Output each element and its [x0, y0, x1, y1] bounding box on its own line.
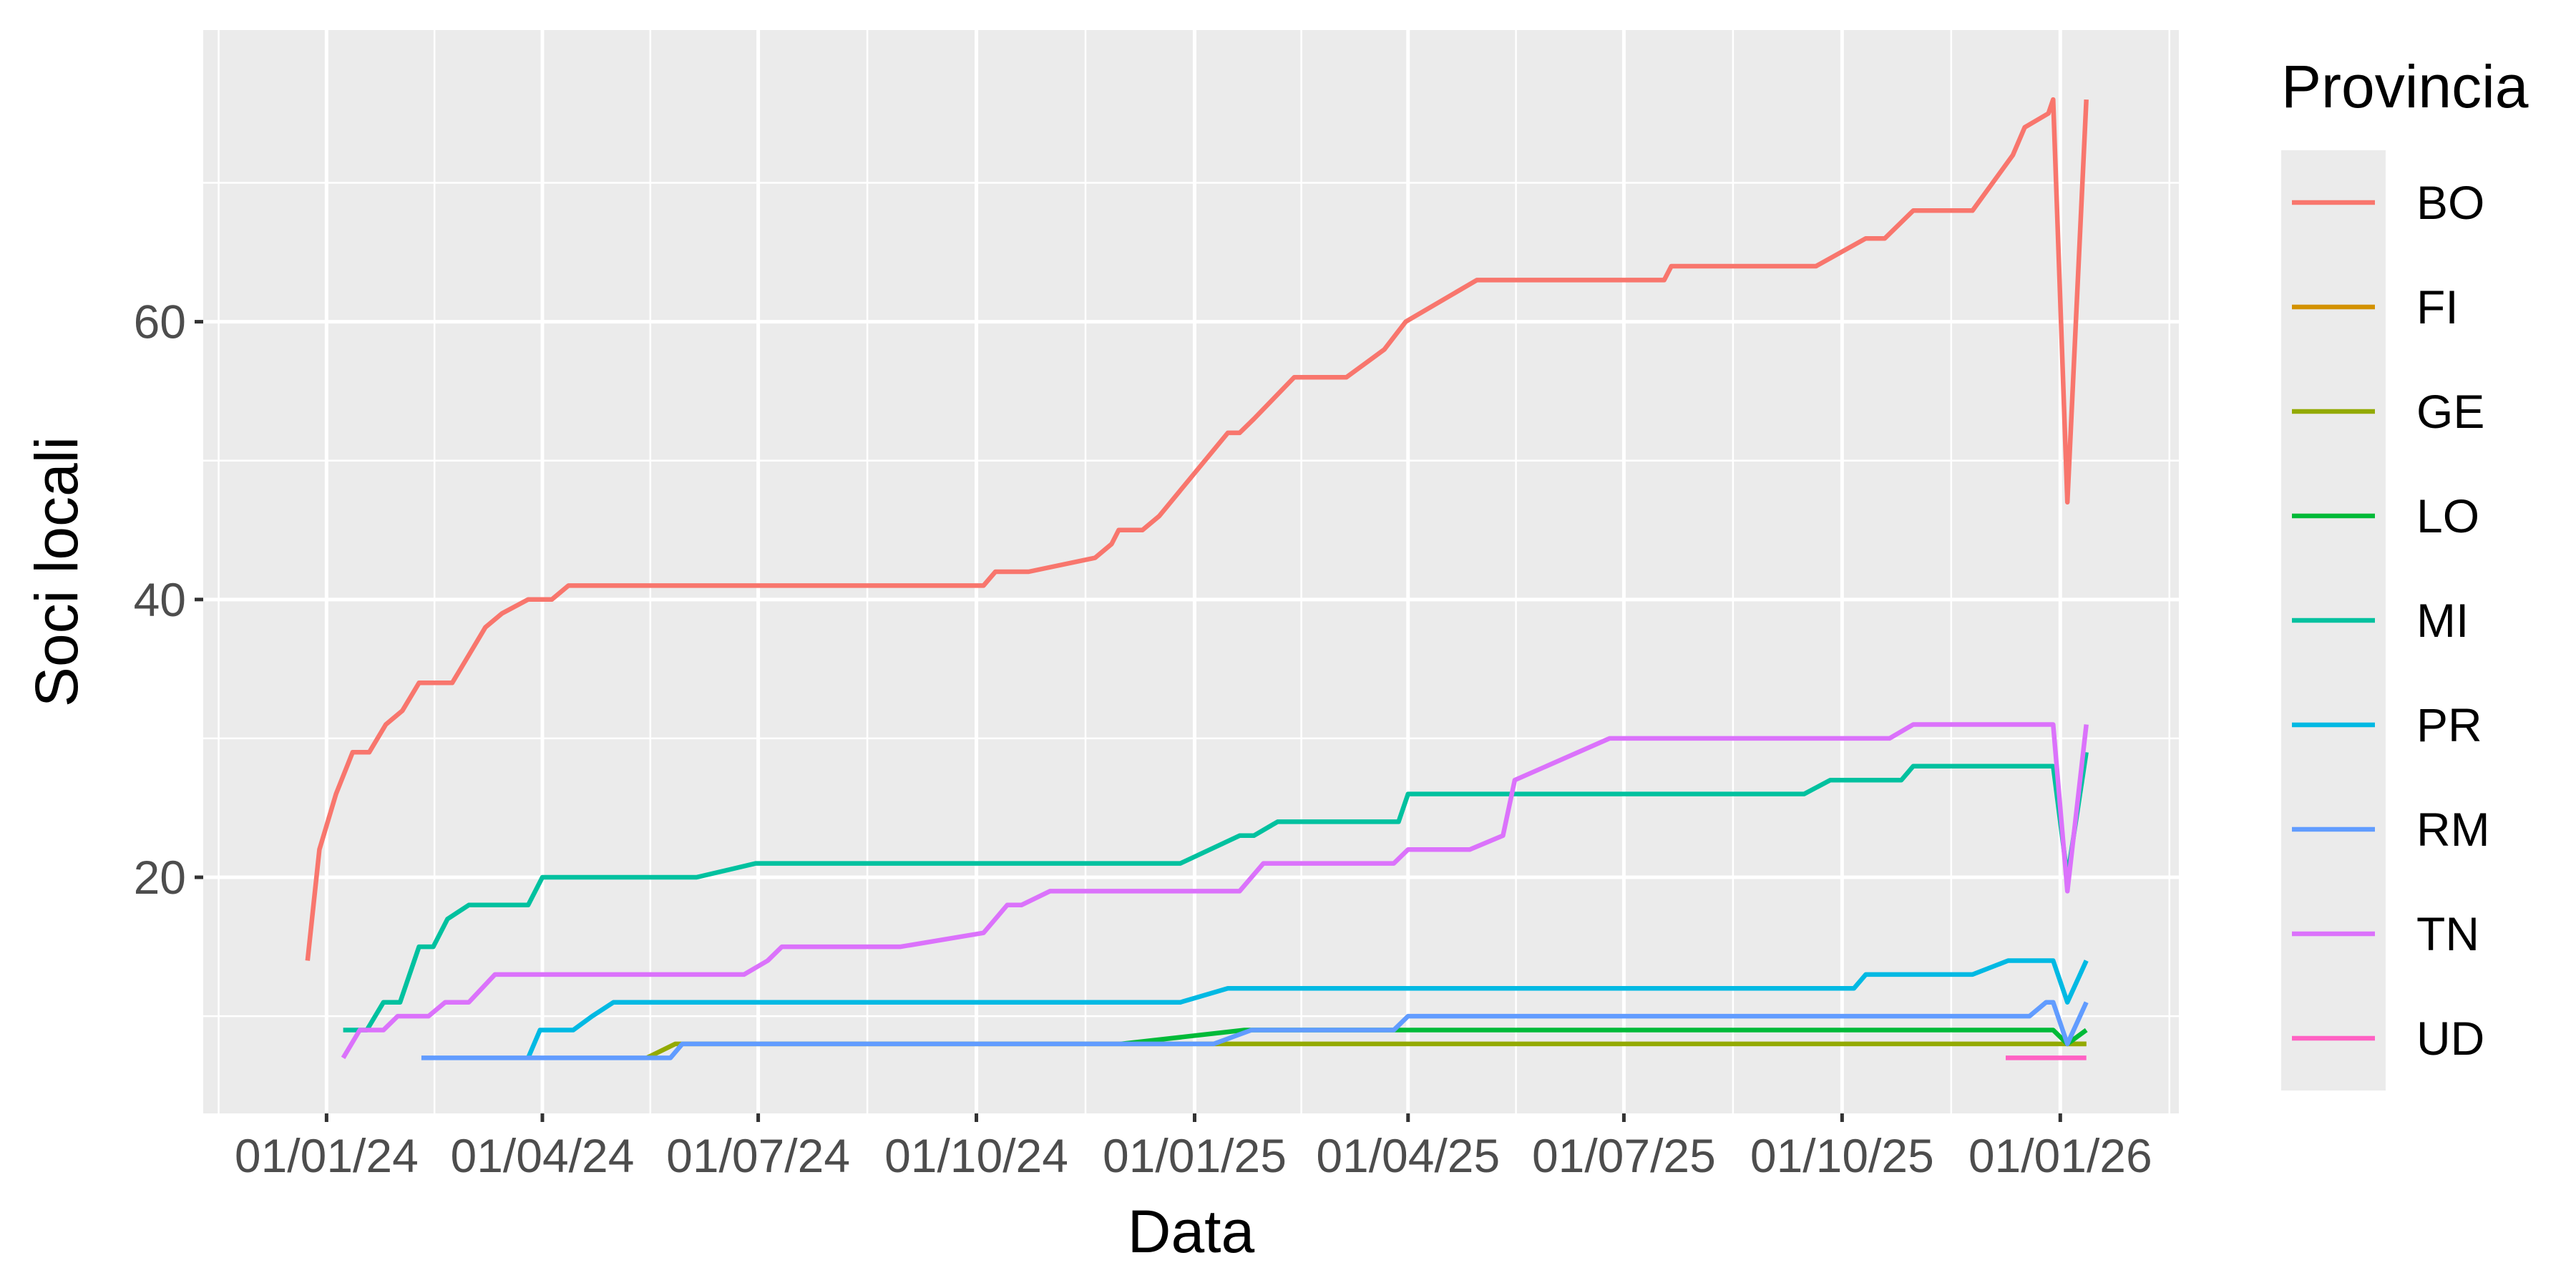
x-tick-label: 01/04/24 — [451, 1129, 635, 1182]
legend-item-fi: FI — [2292, 280, 2459, 333]
legend-label: PR — [2416, 698, 2482, 751]
legend-label: UD — [2416, 1012, 2484, 1065]
x-axis-title: Data — [1128, 1198, 1255, 1265]
legend-label: BO — [2416, 176, 2484, 229]
series-line-mi — [343, 751, 2089, 1033]
legend-item-mi: MI — [2292, 594, 2469, 647]
series-line-bo — [305, 97, 2089, 961]
y-tick-label: 20 — [134, 851, 186, 904]
legend-item-lo: LO — [2292, 489, 2479, 542]
legend-items: BO FI GE LO MI PR RM TN UD — [2292, 176, 2490, 1065]
plot-panel — [203, 30, 2179, 1113]
y-axis: 20 40 60 — [134, 296, 203, 904]
x-tick-label: 01/01/24 — [235, 1129, 419, 1182]
legend-item-bo: BO — [2292, 176, 2484, 229]
series-line-pr — [526, 958, 2089, 1059]
series-layer — [305, 97, 2089, 1060]
major-gridlines — [203, 30, 2179, 1113]
y-axis-title: Soci locali — [23, 436, 90, 707]
legend-title: Provincia — [2281, 53, 2529, 120]
y-tick-label: 40 — [134, 573, 186, 626]
legend-label: LO — [2416, 489, 2479, 542]
legend: Provincia BO FI GE LO MI PR RM TN UD — [2281, 53, 2529, 1091]
legend-item-ge: GE — [2292, 385, 2484, 438]
x-tick-label: 01/10/25 — [1750, 1129, 1934, 1182]
x-tick-label: 01/01/26 — [1968, 1129, 2152, 1182]
legend-item-pr: PR — [2292, 698, 2482, 751]
legend-label: MI — [2416, 594, 2469, 647]
x-tick-label: 01/07/24 — [666, 1129, 850, 1182]
series-line-rm — [421, 1000, 2089, 1060]
x-tick-label: 01/01/25 — [1103, 1129, 1287, 1182]
x-tick-label: 01/10/24 — [884, 1129, 1068, 1182]
series-line-lo — [1121, 1028, 2088, 1047]
x-tick-label: 01/07/25 — [1532, 1129, 1716, 1182]
y-tick-label: 60 — [134, 296, 186, 348]
x-axis: 01/01/24 01/04/24 01/07/24 01/10/24 01/01/25… — [235, 1113, 2152, 1182]
legend-item-rm: RM — [2292, 803, 2490, 856]
legend-label: TN — [2416, 907, 2479, 960]
legend-label: GE — [2416, 385, 2484, 438]
legend-label: FI — [2416, 280, 2459, 333]
x-tick-label: 01/04/25 — [1316, 1129, 1500, 1182]
series-line-tn — [341, 722, 2089, 1060]
legend-label: RM — [2416, 803, 2490, 856]
legend-item-tn: TN — [2292, 907, 2479, 960]
legend-item-ud: UD — [2292, 1012, 2484, 1065]
